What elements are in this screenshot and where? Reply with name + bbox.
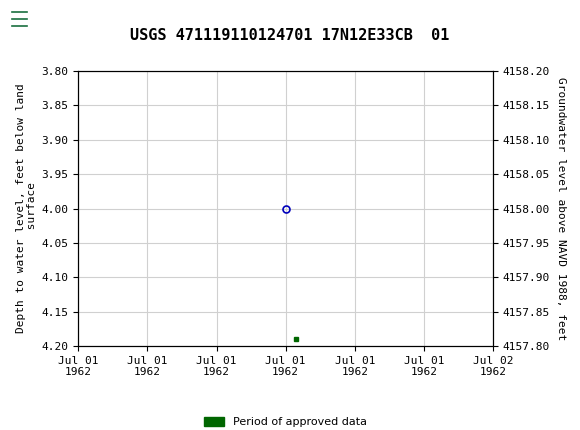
Text: USGS: USGS [39,10,95,28]
FancyBboxPatch shape [10,6,29,32]
Y-axis label: Groundwater level above NAVD 1988, feet: Groundwater level above NAVD 1988, feet [556,77,566,340]
Text: USGS 471119110124701 17N12E33CB  01: USGS 471119110124701 17N12E33CB 01 [130,28,450,43]
Y-axis label: Depth to water level, feet below land
 surface: Depth to water level, feet below land su… [16,84,38,333]
Legend: Period of approved data: Period of approved data [200,412,372,430]
